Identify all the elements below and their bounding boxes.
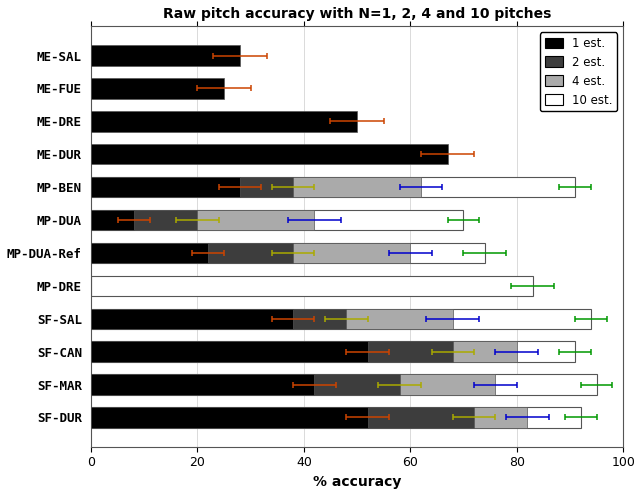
- Bar: [91, 210, 464, 230]
- Bar: [91, 210, 197, 230]
- Bar: [91, 276, 533, 296]
- Legend: 1 est., 2 est., 4 est., 10 est.: 1 est., 2 est., 4 est., 10 est.: [540, 32, 617, 111]
- Bar: [91, 407, 580, 428]
- Bar: [91, 177, 293, 197]
- Bar: [91, 309, 347, 329]
- Bar: [91, 78, 224, 99]
- Bar: [91, 243, 485, 263]
- Bar: [91, 407, 527, 428]
- Bar: [91, 341, 575, 362]
- Bar: [91, 243, 410, 263]
- Bar: [91, 177, 575, 197]
- Bar: [91, 144, 447, 165]
- Bar: [91, 407, 368, 428]
- Bar: [91, 210, 315, 230]
- Bar: [91, 111, 357, 131]
- Bar: [91, 341, 368, 362]
- Bar: [91, 309, 293, 329]
- Bar: [91, 177, 240, 197]
- Bar: [91, 374, 596, 395]
- Bar: [91, 177, 421, 197]
- Bar: [91, 210, 134, 230]
- Bar: [91, 309, 453, 329]
- Bar: [91, 46, 240, 66]
- Bar: [91, 374, 496, 395]
- Bar: [91, 374, 399, 395]
- Bar: [91, 341, 517, 362]
- Bar: [91, 243, 208, 263]
- Bar: [91, 309, 591, 329]
- Bar: [91, 407, 474, 428]
- Bar: [91, 374, 315, 395]
- X-axis label: % accuracy: % accuracy: [313, 475, 401, 489]
- Title: Raw pitch accuracy with N=1, 2, 4 and 10 pitches: Raw pitch accuracy with N=1, 2, 4 and 10…: [163, 7, 551, 21]
- Bar: [91, 243, 293, 263]
- Bar: [91, 341, 453, 362]
